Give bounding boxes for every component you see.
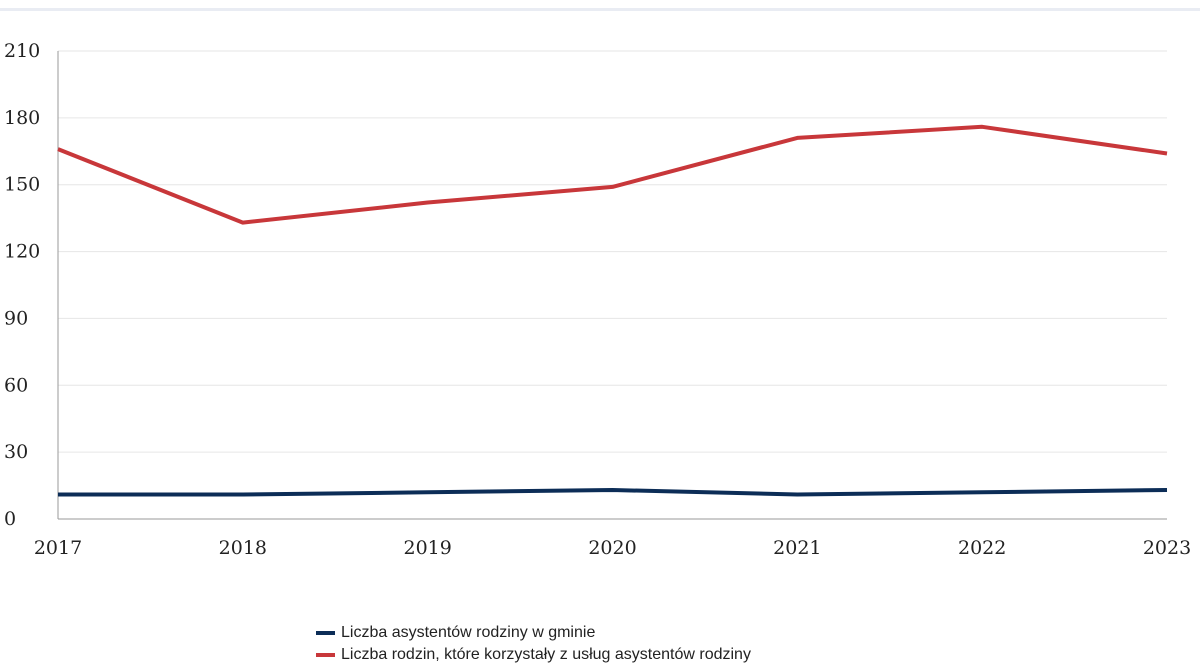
line-chart: 0 30 60 90 120 150 180 210 2017 2018 2019 2020 2021… [4,40,1191,559]
y-tick-label: 30 [4,441,28,463]
legend-swatch-assistants [316,631,335,635]
legend-swatch-families [316,653,335,657]
y-axis-ticks: 0 30 60 90 120 150 180 210 [4,40,40,530]
series-lines [57,124,1168,497]
top-divider [0,8,1200,11]
gridlines [58,50,1167,453]
legend-label-families: Liczba rodzin, które korzystały z usług … [341,646,751,663]
x-tick-label: 2022 [958,537,1006,559]
x-axis-ticks: 2017 2018 2019 2020 2021 2022 2023 [34,537,1191,559]
y-tick-label: 0 [4,508,16,530]
legend: Liczba asystentów rodziny w gminie Liczb… [316,622,751,666]
x-tick-label: 2021 [773,537,821,559]
y-tick-label: 60 [4,374,28,396]
x-tick-label: 2023 [1143,537,1191,559]
x-tick-label: 2018 [219,537,267,559]
y-tick-label: 120 [4,241,40,263]
x-tick-label: 2017 [34,537,82,559]
legend-item-families: Liczba rodzin, które korzystały z usług … [316,644,751,666]
series-line-assistants [58,488,1168,497]
y-tick-label: 90 [4,307,28,329]
legend-label-assistants: Liczba asystentów rodziny w gminie [341,624,596,641]
y-tick-label: 180 [4,107,40,129]
y-tick-label: 210 [4,40,40,62]
series-line-families [57,124,1168,225]
y-tick-label: 150 [4,174,40,196]
x-tick-label: 2019 [403,537,451,559]
x-tick-label: 2020 [588,537,636,559]
legend-item-assistants: Liczba asystentów rodziny w gminie [316,622,751,644]
axes [57,51,1167,520]
